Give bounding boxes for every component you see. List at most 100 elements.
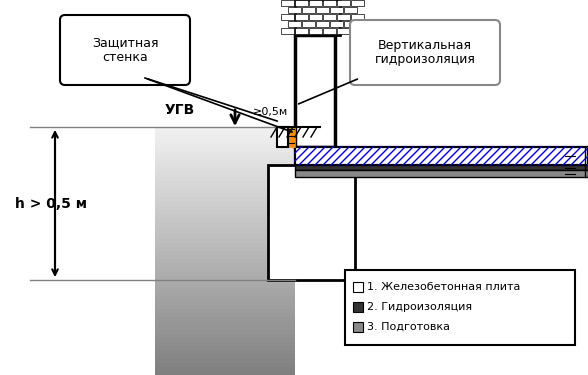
Bar (281, 14, 294, 20)
Bar (155, 172, 295, 177)
Bar (155, 263, 295, 267)
Bar (295, 14, 308, 20)
Text: 3. Подготовка: 3. Подготовка (367, 322, 450, 332)
Bar (281, 28, 294, 34)
Bar (155, 156, 295, 160)
Bar (155, 135, 295, 140)
Bar (155, 346, 295, 350)
Bar (155, 222, 295, 226)
Bar (295, 147, 588, 165)
Bar (155, 238, 295, 243)
Bar (309, 28, 322, 34)
Bar (323, 28, 336, 34)
Bar (155, 305, 295, 309)
Bar (155, 189, 295, 193)
Bar (295, 28, 308, 34)
Bar (155, 218, 295, 222)
Bar (155, 168, 295, 172)
Bar (155, 127, 295, 131)
Bar (295, 0, 340, 35)
Bar (316, 7, 329, 13)
Bar (155, 288, 295, 292)
Bar (345, 270, 575, 345)
Bar (155, 177, 295, 181)
Bar (281, 0, 294, 6)
Bar (155, 140, 295, 144)
Bar (323, 14, 336, 20)
Bar (155, 226, 295, 230)
Text: h > 0,5 м: h > 0,5 м (15, 196, 87, 210)
Bar (302, 7, 315, 13)
Bar (155, 131, 295, 135)
Bar (277, 127, 288, 147)
Bar (155, 251, 295, 255)
Bar (337, 28, 350, 34)
Bar (155, 367, 295, 371)
Bar (155, 193, 295, 197)
Bar (155, 201, 295, 206)
Bar (155, 309, 295, 313)
Bar (155, 354, 295, 358)
Bar (155, 206, 295, 210)
Bar (330, 21, 343, 27)
Bar (323, 0, 336, 6)
Bar (155, 267, 295, 272)
Bar (337, 14, 350, 20)
Bar (309, 14, 322, 20)
Bar (155, 371, 295, 375)
Bar (155, 284, 295, 288)
Bar (155, 292, 295, 297)
Bar (344, 21, 357, 27)
Bar (155, 259, 295, 263)
Bar (353, 282, 363, 292)
Bar (353, 322, 363, 332)
Bar (295, 35, 335, 147)
Bar (288, 7, 301, 13)
Text: УГВ: УГВ (165, 103, 195, 117)
Text: 1. Железобетонная плита: 1. Железобетонная плита (367, 282, 520, 292)
Bar (268, 165, 355, 280)
Bar (155, 330, 295, 334)
Bar (155, 321, 295, 326)
Bar (155, 243, 295, 247)
Bar (155, 160, 295, 164)
Bar (155, 210, 295, 214)
Bar (155, 350, 295, 354)
Bar (155, 358, 295, 363)
Bar (295, 147, 588, 165)
Bar (155, 338, 295, 342)
Bar (155, 197, 295, 201)
Text: Вертикальная
гидроизоляция: Вертикальная гидроизоляция (375, 39, 476, 66)
Bar (155, 152, 295, 156)
Bar (351, 14, 364, 20)
Bar (155, 272, 295, 276)
Bar (344, 7, 357, 13)
FancyBboxPatch shape (350, 20, 500, 85)
Bar (155, 326, 295, 330)
Bar (155, 342, 295, 346)
Bar (155, 230, 295, 234)
Bar (295, 0, 308, 6)
Bar (155, 313, 295, 317)
Bar (155, 301, 295, 305)
Bar (155, 181, 295, 185)
Bar (155, 234, 295, 238)
Bar (288, 21, 301, 27)
Bar (295, 165, 588, 170)
Bar (155, 247, 295, 251)
Bar (155, 334, 295, 338)
Text: ≥0,5м: ≥0,5м (253, 107, 288, 117)
Bar (155, 185, 295, 189)
Bar (337, 0, 350, 6)
Bar (295, 147, 588, 165)
Bar (155, 297, 295, 301)
Bar (155, 276, 295, 280)
Bar (155, 255, 295, 259)
Text: 2. Гидроизоляция: 2. Гидроизоляция (367, 302, 472, 312)
Bar (155, 317, 295, 321)
FancyBboxPatch shape (60, 15, 190, 85)
Bar (351, 28, 364, 34)
Bar (155, 148, 295, 152)
Bar (316, 21, 329, 27)
Bar (155, 214, 295, 218)
